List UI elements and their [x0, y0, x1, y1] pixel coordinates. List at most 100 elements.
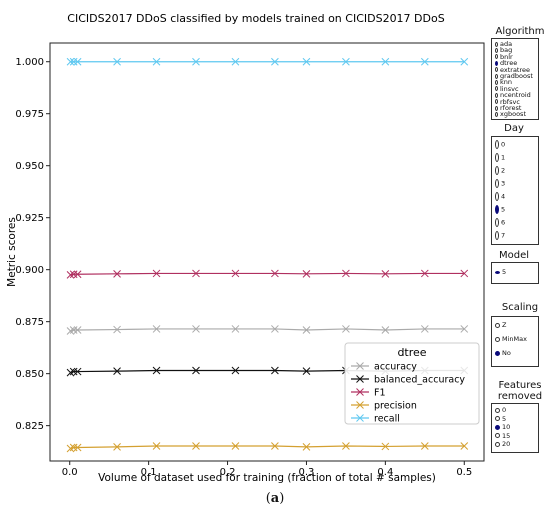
features-option-10[interactable]: 10 [495, 424, 510, 431]
features-option-20[interactable]: 20 [495, 441, 510, 448]
scaling-panel: Z MinMax No [491, 316, 539, 367]
data-point [192, 269, 200, 278]
algorithm-option-knn[interactable]: knn [495, 79, 512, 86]
figure-caption: (a) [265, 491, 285, 506]
day-option-label: 3 [501, 179, 506, 188]
legend-label: recall [374, 414, 400, 425]
features-option-label: 0 [502, 406, 507, 414]
radio-icon [495, 47, 498, 53]
algorithm-option-rforest[interactable]: rforest [495, 105, 521, 112]
algorithm-option-rbfsvc[interactable]: rbfsvc [495, 97, 520, 106]
y-tick-label: 0.975 [15, 109, 44, 120]
day-option-1[interactable]: 1 [495, 153, 505, 162]
algorithm-option-label: ncentroid [500, 91, 531, 100]
model-option-5[interactable]: 5 [495, 269, 506, 276]
plot-frame [49, 42, 485, 462]
model-title: Model [498, 250, 530, 261]
algorithm-option-ncentroid[interactable]: ncentroid [495, 92, 531, 99]
algorithm-option-bag[interactable]: bag [495, 47, 512, 54]
data-point [302, 269, 311, 278]
legend-marker [356, 362, 364, 370]
algorithm-title: Algorithm [495, 26, 545, 37]
data-point [69, 326, 78, 334]
scaling-option-no[interactable]: No [495, 350, 511, 357]
algorithm-option-label: extratree [500, 65, 531, 74]
legend-box [344, 342, 480, 425]
data-point [381, 442, 390, 451]
algorithm-option-bnlr[interactable]: bnlr [495, 54, 513, 61]
algorithm-option-label: rbfsvc [500, 97, 520, 106]
algorithm-option-extratree[interactable]: extratree [495, 65, 531, 74]
algorithm-option-ada[interactable]: ada [495, 41, 512, 48]
series-line [70, 445, 465, 450]
features-panel: 0 5 10 15 20 [491, 403, 539, 453]
features-option-label: 20 [502, 440, 511, 448]
radio-icon [495, 350, 500, 356]
algorithm-option-label: ada [500, 40, 513, 48]
algorithm-option-linsvc[interactable]: linsvc [495, 86, 519, 93]
day-option-6[interactable]: 6 [495, 218, 505, 227]
radio-icon [495, 79, 498, 85]
x-tick-label: 0.2 [220, 467, 236, 478]
data-point [231, 57, 240, 66]
features-option-label: 5 [502, 414, 507, 423]
algorithm-option-label: gradboost [500, 72, 533, 80]
data-point [192, 325, 200, 333]
data-point [69, 270, 78, 279]
radio-icon [495, 54, 498, 60]
features-title: Features removed [491, 380, 549, 402]
x-tick-label: 0.5 [456, 467, 472, 478]
data-point [460, 57, 469, 66]
algorithm-option-xgboost[interactable]: xgboost [495, 111, 526, 118]
data-point [231, 269, 240, 278]
model-option-label: 5 [502, 268, 507, 276]
day-option-label: 7 [501, 231, 506, 240]
x-tick-label: 0.3 [299, 467, 315, 478]
scaling-title: Scaling [501, 302, 539, 313]
day-option-0[interactable]: 0 [495, 140, 505, 149]
day-option-5[interactable]: 5 [495, 205, 505, 214]
data-point [73, 367, 82, 376]
scaling-option-z[interactable]: Z [495, 322, 506, 329]
radio-icon [495, 73, 498, 79]
algorithm-option-dtree[interactable]: dtree [495, 60, 517, 67]
data-point [152, 325, 161, 333]
y-axis-label: Metric scores [6, 217, 18, 287]
legend-marker [356, 401, 364, 409]
radio-icon [495, 60, 498, 66]
legend-item: balanced_accuracy [351, 375, 465, 386]
data-point [302, 367, 311, 376]
day-option-7[interactable]: 7 [495, 231, 505, 240]
algorithm-option-label: bag [500, 46, 513, 55]
features-option-15[interactable]: 15 [495, 432, 510, 440]
data-point [152, 57, 161, 66]
day-option-4[interactable]: 4 [495, 192, 505, 201]
data-point [73, 270, 82, 279]
algorithm-option-label: xgboost [500, 110, 526, 119]
radio-icon [495, 270, 500, 274]
data-point [113, 269, 121, 278]
scaling-option-label: MinMax [502, 335, 527, 343]
data-point [152, 366, 161, 375]
data-point [66, 271, 75, 279]
radio-icon [495, 111, 498, 117]
data-point [420, 269, 429, 278]
day-option-2[interactable]: 2 [495, 166, 505, 175]
data-point [231, 442, 240, 450]
series-accuracy [66, 325, 469, 335]
scaling-option-minmax[interactable]: MinMax [495, 336, 527, 343]
features-option-0[interactable]: 0 [495, 407, 506, 414]
data-point [192, 366, 200, 375]
y-tick-label: 0.825 [15, 421, 44, 432]
day-option-3[interactable]: 3 [495, 179, 505, 188]
scaling-option-label: Z [502, 321, 507, 329]
data-point [302, 443, 311, 451]
y-tick-label: 0.850 [15, 369, 44, 380]
series-precision [66, 442, 469, 453]
features-option-5[interactable]: 5 [495, 414, 507, 423]
features-option-label: 10 [502, 423, 511, 431]
algorithm-option-gradboost[interactable]: gradboost [495, 73, 533, 80]
legend-marker [356, 375, 364, 383]
data-point [73, 57, 82, 66]
